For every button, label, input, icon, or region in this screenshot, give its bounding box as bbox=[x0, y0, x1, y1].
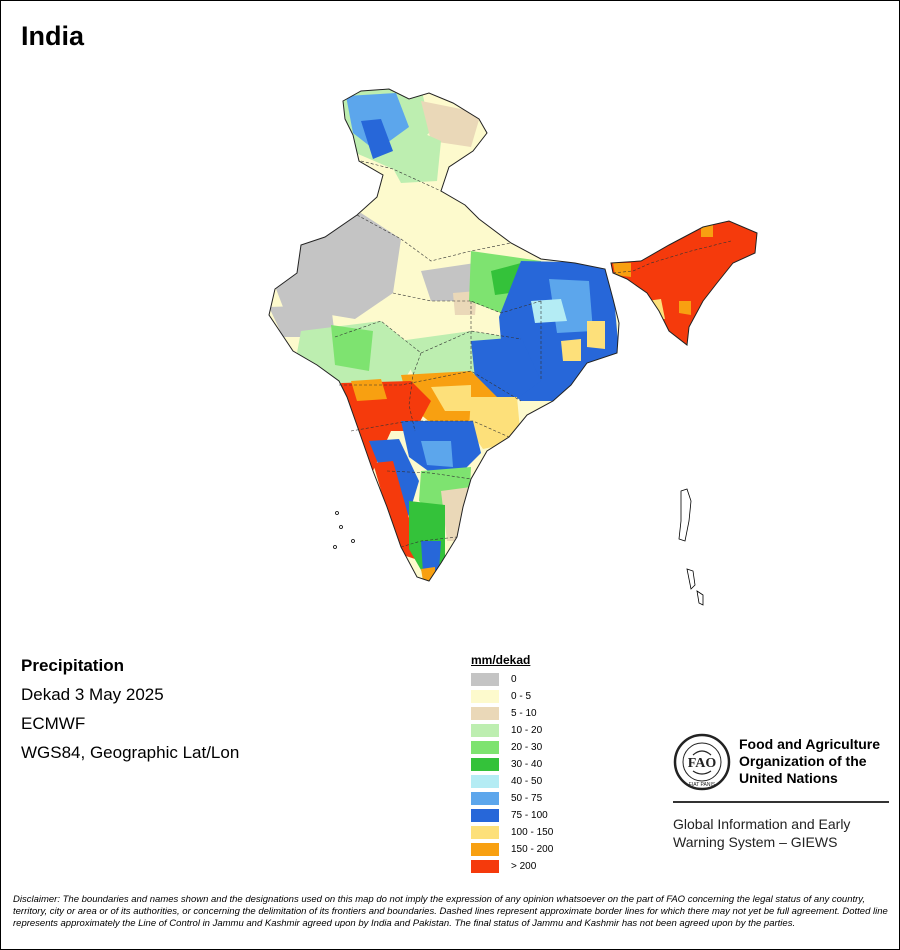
legend-swatch bbox=[471, 724, 499, 737]
legend-item: 20 - 30 bbox=[471, 739, 553, 756]
legend-label: 75 - 100 bbox=[511, 810, 548, 821]
svg-text:FIAT PANIS: FIAT PANIS bbox=[689, 782, 716, 788]
legend-label: > 200 bbox=[511, 861, 537, 872]
legend-label: 40 - 50 bbox=[511, 776, 543, 787]
legend: mm/dekad 0 0 - 5 5 - 10 10 - 20 20 - 30 30 - … bbox=[471, 653, 553, 875]
legend-item: 150 - 200 bbox=[471, 841, 553, 858]
legend-swatch bbox=[471, 707, 499, 720]
source-label: ECMWF bbox=[21, 714, 86, 733]
map-title: India bbox=[21, 21, 85, 51]
legend-item: 75 - 100 bbox=[471, 807, 553, 824]
legend-item: 0 - 5 bbox=[471, 688, 553, 705]
projection-label: WGS84, Geographic Lat/Lon bbox=[21, 743, 240, 762]
legend-label: 30 - 40 bbox=[511, 759, 543, 770]
northeast-landmass bbox=[610, 220, 758, 346]
giews-label: Global Information and Early Warning Sys… bbox=[673, 816, 851, 850]
legend-swatch bbox=[471, 741, 499, 754]
legend-item: 50 - 75 bbox=[471, 790, 553, 807]
state-boundaries bbox=[334, 160, 542, 548]
legend-item: 0 bbox=[471, 671, 553, 688]
legend-label: 5 - 10 bbox=[511, 708, 537, 719]
svg-text:FAO: FAO bbox=[688, 756, 717, 771]
legend-rows: 0 0 - 5 5 - 10 10 - 20 20 - 30 30 - 40 40 - 50… bbox=[471, 671, 553, 875]
legend-swatch bbox=[471, 758, 499, 771]
precipitation-map bbox=[268, 88, 758, 606]
legend-label: 150 - 200 bbox=[511, 844, 554, 855]
legend-item: 5 - 10 bbox=[471, 705, 553, 722]
legend-swatch bbox=[471, 843, 499, 856]
legend-title: mm/dekad bbox=[471, 653, 531, 667]
legend-label: 100 - 150 bbox=[511, 827, 554, 838]
legend-swatch bbox=[471, 826, 499, 839]
legend-swatch bbox=[471, 860, 499, 873]
legend-swatch bbox=[471, 775, 499, 788]
legend-swatch bbox=[471, 792, 499, 805]
legend-swatch bbox=[471, 690, 499, 703]
legend-label: 50 - 75 bbox=[511, 793, 543, 804]
disclaimer: Disclaimer: The boundaries and names sho… bbox=[13, 894, 888, 929]
legend-label: 0 bbox=[511, 674, 517, 685]
period-label: Dekad 3 May 2025 bbox=[21, 685, 164, 704]
fao-logo: FAO FIAT PANIS bbox=[673, 733, 731, 791]
main-landmass bbox=[268, 88, 620, 582]
legend-label: 10 - 20 bbox=[511, 725, 543, 736]
legend-label: 20 - 30 bbox=[511, 742, 543, 753]
map-info: Precipitation Dekad 3 May 2025 ECMWF WGS… bbox=[21, 657, 239, 773]
legend-item: 40 - 50 bbox=[471, 773, 553, 790]
variable-label: Precipitation bbox=[21, 656, 124, 675]
legend-item: 100 - 150 bbox=[471, 824, 553, 841]
legend-item: > 200 bbox=[471, 858, 553, 875]
legend-swatch bbox=[471, 673, 499, 686]
organization-name: Food and Agriculture Organization of the… bbox=[739, 736, 881, 786]
legend-item: 10 - 20 bbox=[471, 722, 553, 739]
legend-item: 30 - 40 bbox=[471, 756, 553, 773]
legend-label: 0 - 5 bbox=[511, 691, 532, 702]
legend-swatch bbox=[471, 809, 499, 822]
island-territories bbox=[333, 488, 704, 606]
divider bbox=[673, 801, 889, 803]
